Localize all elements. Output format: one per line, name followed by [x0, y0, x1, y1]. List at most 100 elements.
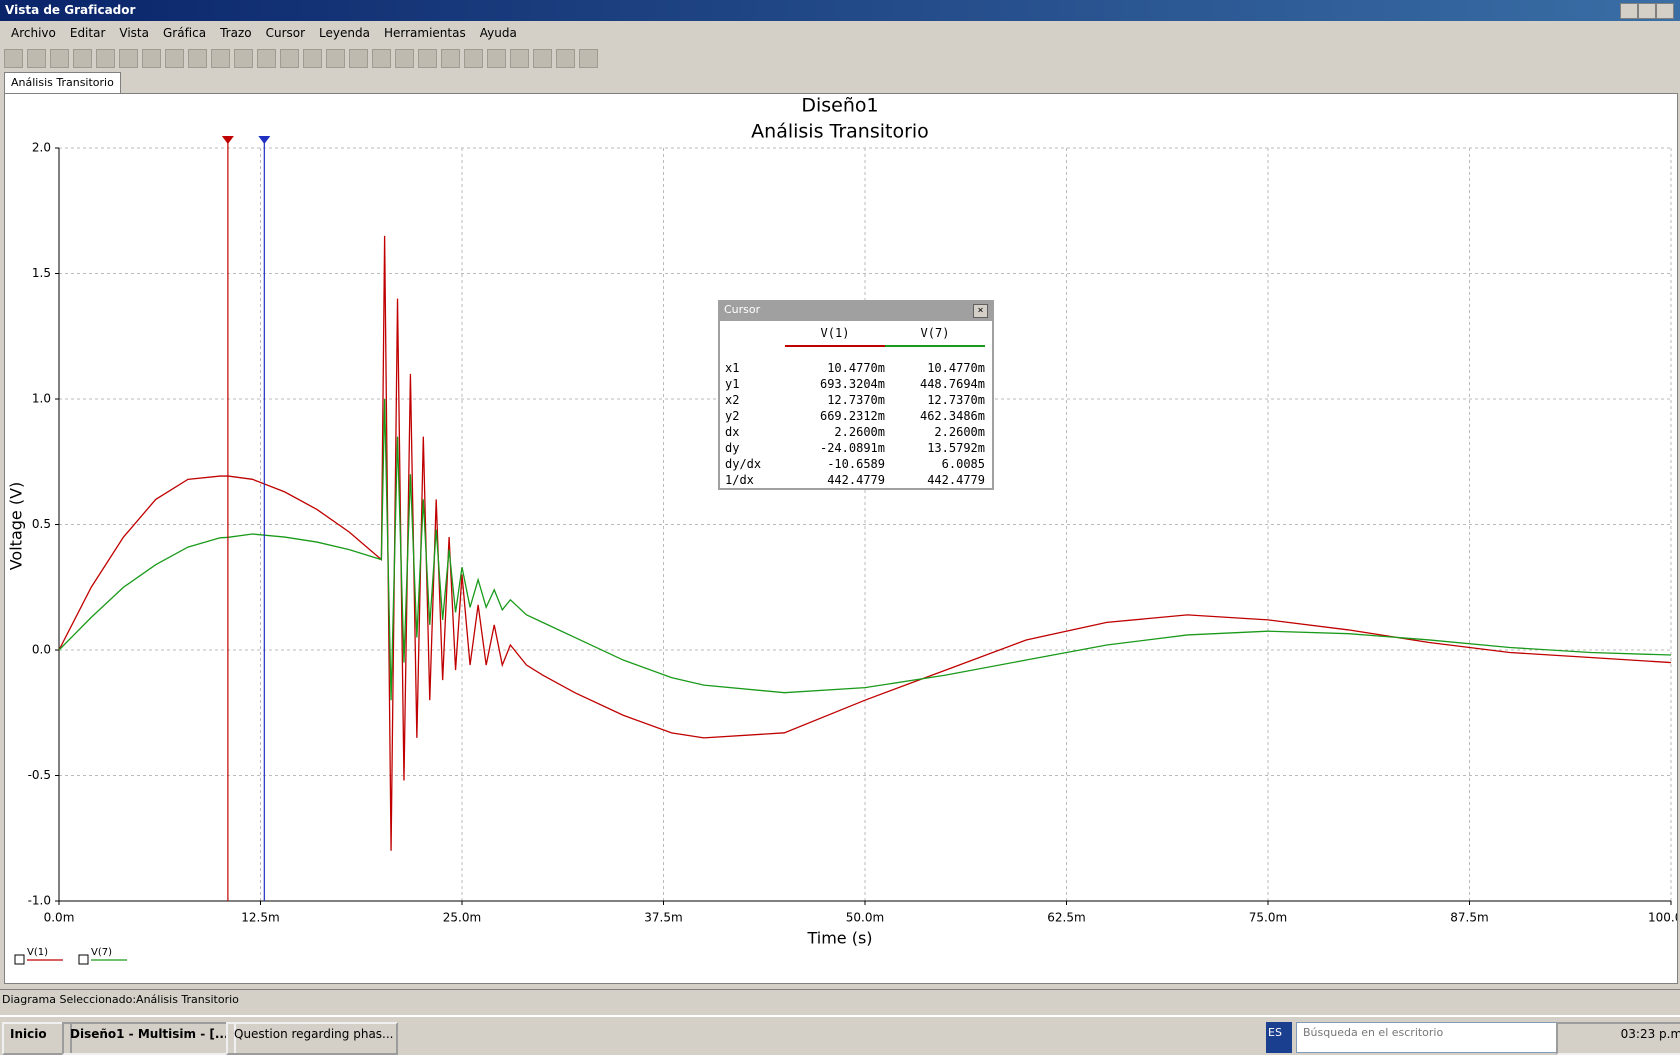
task-button[interactable]: Question regarding phas...: [226, 1022, 398, 1055]
cell-value: -10.6589: [827, 457, 885, 471]
chart: Diseño1 Análisis Transitorio Time (s) Vo…: [4, 93, 1678, 984]
cursor-panel[interactable]: Cursor × V(1) V(7) x1 10.4770m 10.4770m y1 693…: [718, 300, 994, 490]
clock: 03:23 p.m.: [1556, 1022, 1680, 1055]
minimize-button[interactable]: [1620, 3, 1638, 19]
tab[interactable]: Análisis Transitorio: [4, 72, 121, 93]
column-header: V(1): [785, 321, 885, 347]
window-title: Vista de Graficador: [5, 3, 136, 17]
y-tick-label: -0.5: [28, 768, 51, 782]
cursor-handle: [258, 136, 271, 144]
y-tick-label: 1.5: [32, 266, 51, 280]
x-axis-title: Time (s): [806, 929, 872, 948]
toolbar-button[interactable]: [349, 49, 368, 68]
toolbar-button[interactable]: [303, 49, 322, 68]
row-label: x2: [725, 393, 740, 407]
cell-value: 2.2600m: [834, 425, 885, 439]
taskbar: Inicio Diseño1 - Multisim - [... Questio…: [0, 1015, 1680, 1055]
cell-value: 12.7370m: [927, 393, 985, 407]
x-tick-label: 12.5m: [241, 911, 279, 925]
chart-title: Diseño1: [801, 95, 878, 117]
cell-value: 462.3486m: [919, 409, 985, 423]
row-label: x1: [725, 361, 740, 375]
toolbar-button[interactable]: [464, 49, 483, 68]
maximize-button[interactable]: [1638, 3, 1656, 19]
series-line: [58, 235, 1672, 851]
blank-cell: [723, 321, 785, 346]
toolbar-button[interactable]: [579, 49, 598, 68]
toolbar-button[interactable]: [96, 49, 115, 68]
cell-value: 2.2600m: [934, 425, 985, 439]
toolbar-button[interactable]: [234, 49, 253, 68]
toolbar-button[interactable]: [165, 49, 184, 68]
table-row: dx 2.2600m 2.2600m: [723, 424, 985, 440]
menu-item[interactable]: Vista: [119, 26, 149, 40]
toolbar-button[interactable]: [372, 49, 391, 68]
toolbar-button[interactable]: [487, 49, 506, 68]
table-row: 1/dx 442.4779 442.4779: [723, 472, 985, 488]
panel-close[interactable]: ×: [973, 304, 988, 318]
y-tick-label: 2.0: [32, 141, 51, 155]
legend-label: V(7): [91, 947, 112, 958]
row-label: dy/dx: [725, 457, 762, 471]
toolbar-button[interactable]: [395, 49, 414, 68]
toolbar-button[interactable]: [4, 49, 23, 68]
toolbar-button[interactable]: [142, 49, 161, 68]
toolbar-button[interactable]: [418, 49, 437, 68]
cell-value: 669.2312m: [819, 409, 885, 423]
toolbar-button[interactable]: [211, 49, 230, 68]
cell-value: 448.7694m: [919, 377, 985, 391]
y-tick-label: 0.5: [32, 517, 51, 531]
cursor-handle: [221, 136, 234, 144]
menu-item[interactable]: Gráfica: [162, 26, 207, 40]
toolbar: [0, 46, 1680, 70]
toolbar-button[interactable]: [73, 49, 92, 68]
cell-value: 442.4779: [827, 473, 885, 487]
table-row: dy -24.0891m 13.5792m: [723, 440, 985, 456]
cell-value: 13.5792m: [927, 441, 985, 455]
toolbar-button[interactable]: [510, 49, 529, 68]
row-label: dx: [725, 425, 740, 439]
toolbar-button[interactable]: [119, 49, 138, 68]
legend-checkbox: [78, 954, 89, 965]
table-row: y2 669.2312m 462.3486m: [723, 408, 985, 424]
chart-subtitle: Análisis Transitorio: [751, 121, 929, 143]
row-label: y1: [725, 377, 740, 391]
menu-bar: Archivo Editar Vista Gráfica Trazo Cursor Leye…: [0, 24, 1680, 44]
menu-item[interactable]: Leyenda: [319, 26, 370, 40]
menu-item[interactable]: Trazo: [220, 26, 252, 40]
row-label: dy: [725, 441, 740, 455]
header-row: V(1) V(7): [723, 321, 985, 347]
toolbar-button[interactable]: [188, 49, 207, 68]
menu-item[interactable]: Editar: [69, 26, 106, 40]
row-label: 1/dx: [725, 473, 754, 487]
x-tick-label: 75.0m: [1249, 911, 1287, 925]
menu-item[interactable]: Cursor: [265, 26, 306, 40]
menu-item[interactable]: Archivo: [11, 26, 56, 40]
toolbar-button[interactable]: [257, 49, 276, 68]
y-axis-title: Voltage (V): [7, 482, 26, 571]
menu-item[interactable]: Ayuda: [479, 26, 517, 40]
close-button[interactable]: [1656, 3, 1674, 19]
language[interactable]: ES: [1266, 1022, 1292, 1053]
table-row: x2 12.7370m 12.7370m: [723, 392, 985, 408]
toolbar-button[interactable]: [556, 49, 575, 68]
cell-value: 6.0085: [941, 457, 985, 471]
title-bar: Vista de Graficador: [0, 0, 1680, 21]
spacer-row: [723, 346, 985, 360]
y-tick-label: 1.0: [32, 392, 51, 406]
task-button[interactable]: Diseño1 - Multisim - [...: [62, 1022, 236, 1055]
status-bar: Diagrama Seleccionado:Análisis Transitor…: [0, 989, 1680, 1008]
toolbar-button[interactable]: [326, 49, 345, 68]
toolbar-button[interactable]: [441, 49, 460, 68]
x-tick-label: 37.5m: [644, 911, 682, 925]
panel-title: Cursor: [720, 302, 992, 321]
search-box[interactable]: Búsqueda en el escritorio: [1296, 1022, 1558, 1053]
toolbar-button[interactable]: [50, 49, 69, 68]
toolbar-button[interactable]: [533, 49, 552, 68]
row-label: y2: [725, 409, 740, 423]
menu-item[interactable]: Herramientas: [383, 26, 466, 40]
toolbar-button[interactable]: [280, 49, 299, 68]
table-row: y1 693.3204m 448.7694m: [723, 376, 985, 392]
toolbar-button[interactable]: [27, 49, 46, 68]
